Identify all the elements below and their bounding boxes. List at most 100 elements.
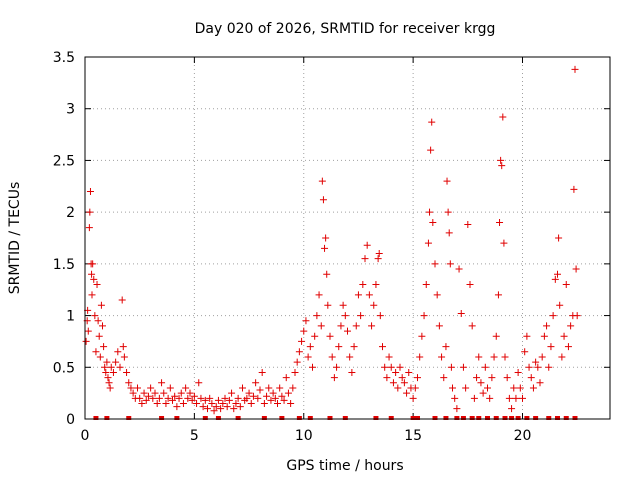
zero-value-point xyxy=(460,416,466,420)
data-point xyxy=(556,301,564,309)
zero-value-point xyxy=(307,416,313,420)
data-point xyxy=(494,291,502,299)
data-point xyxy=(223,403,231,411)
data-point xyxy=(468,322,476,330)
data-point xyxy=(230,405,238,413)
data-point xyxy=(99,322,106,330)
data-point xyxy=(151,389,159,397)
y-tick-label: 2.5 xyxy=(53,153,75,169)
data-point xyxy=(379,343,386,351)
data-point xyxy=(129,389,137,397)
data-point xyxy=(357,312,365,320)
data-point xyxy=(274,399,281,407)
plot-frame xyxy=(84,56,611,420)
x-tick-label: 10 xyxy=(295,428,313,444)
data-point xyxy=(197,394,205,402)
data-point xyxy=(225,396,233,404)
data-point xyxy=(236,403,244,411)
data-point xyxy=(249,392,257,400)
data-point xyxy=(158,379,166,387)
data-point xyxy=(446,260,454,268)
data-point xyxy=(510,384,518,392)
data-point xyxy=(352,322,360,330)
data-point xyxy=(256,386,264,394)
data-point xyxy=(405,368,413,376)
data-point xyxy=(534,363,542,371)
data-point xyxy=(193,399,201,407)
data-point xyxy=(387,363,395,371)
data-point xyxy=(403,389,411,397)
data-point xyxy=(505,394,513,402)
data-point xyxy=(438,353,446,361)
data-point xyxy=(330,374,338,382)
y-tick-label: 3.5 xyxy=(53,50,75,66)
data-point xyxy=(573,312,581,320)
data-point xyxy=(195,379,203,387)
data-point xyxy=(508,405,516,413)
data-point xyxy=(267,396,275,404)
data-point xyxy=(322,234,330,242)
data-point xyxy=(278,392,286,400)
zero-value-point xyxy=(509,416,515,420)
data-point xyxy=(101,363,109,371)
zero-value-point xyxy=(215,416,221,420)
data-point xyxy=(184,394,192,402)
data-point xyxy=(555,234,563,242)
zero-value-point xyxy=(502,416,508,420)
data-point xyxy=(85,224,93,232)
data-point xyxy=(306,343,314,351)
data-point xyxy=(219,399,227,407)
data-point xyxy=(208,399,216,407)
data-point xyxy=(420,312,428,320)
data-point xyxy=(346,353,354,361)
data-point xyxy=(499,113,507,121)
data-point xyxy=(514,368,522,376)
data-point xyxy=(512,394,520,402)
zero-value-point xyxy=(296,416,302,420)
data-point xyxy=(304,353,312,361)
data-point xyxy=(82,337,90,345)
data-point xyxy=(96,353,104,361)
data-point xyxy=(462,384,470,392)
zero-value-point xyxy=(555,416,560,420)
data-point xyxy=(280,396,288,404)
zero-value-point xyxy=(261,416,267,420)
data-point xyxy=(317,322,325,330)
data-point xyxy=(190,392,198,400)
data-point xyxy=(153,399,161,407)
data-point xyxy=(114,348,122,356)
data-point xyxy=(503,374,511,382)
data-point xyxy=(341,312,349,320)
data-point xyxy=(337,322,345,330)
data-point xyxy=(532,358,540,366)
data-point xyxy=(385,353,393,361)
data-point xyxy=(118,296,126,304)
data-point xyxy=(427,146,435,154)
data-point xyxy=(323,270,331,278)
data-point xyxy=(444,208,452,216)
data-point xyxy=(91,312,99,320)
data-point xyxy=(144,392,152,400)
zero-value-point xyxy=(533,416,539,420)
data-point xyxy=(182,384,190,392)
data-point xyxy=(516,384,524,392)
data-point xyxy=(169,396,176,404)
data-point xyxy=(116,363,124,371)
data-point xyxy=(572,265,580,273)
y-axis-label: SRMTID / TECUs xyxy=(7,182,23,295)
zero-value-point xyxy=(235,416,241,420)
data-point xyxy=(265,384,273,392)
data-point xyxy=(348,368,356,376)
zero-value-point xyxy=(126,416,132,420)
data-point xyxy=(418,332,426,340)
x-axis-ticks: 0 5 10 15 20 xyxy=(81,57,531,444)
data-point xyxy=(523,332,531,340)
data-point xyxy=(547,343,555,351)
data-point xyxy=(162,399,170,407)
zero-value-point xyxy=(515,416,521,420)
data-point xyxy=(475,353,483,361)
data-point xyxy=(365,291,373,299)
data-point xyxy=(361,255,369,263)
data-point xyxy=(164,394,172,402)
data-point xyxy=(90,275,98,283)
